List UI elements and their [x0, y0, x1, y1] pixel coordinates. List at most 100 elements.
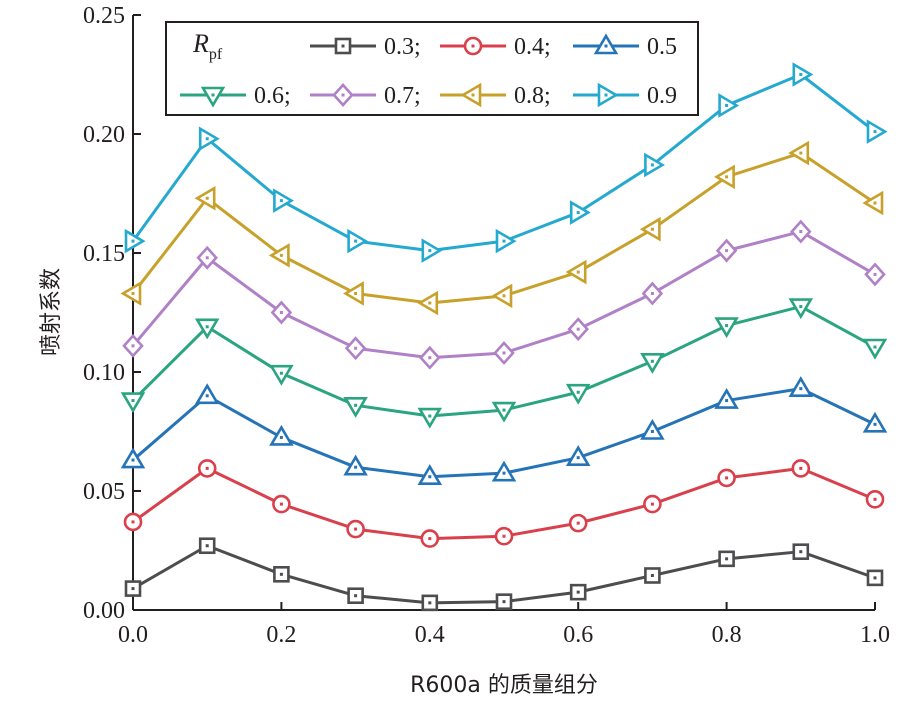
data-point-center-dot [799, 151, 803, 155]
data-point-center-dot [354, 465, 358, 469]
data-point-center-dot [205, 394, 209, 398]
data-point-center-dot [650, 359, 654, 363]
data-point-center-dot [576, 456, 580, 460]
data-point-center-dot [205, 196, 209, 200]
x-tick-label: 0.8 [712, 622, 742, 648]
data-point-center-dot [873, 576, 877, 580]
y-tick-label: 0.10 [83, 360, 125, 386]
legend-marker-center-dot [471, 44, 475, 48]
x-tick-label: 0.4 [415, 622, 445, 648]
data-point-center-dot [354, 594, 358, 598]
legend-label: 0.6; [254, 83, 291, 109]
legend-separator: ; [284, 83, 291, 109]
y-tick-label: 0.20 [83, 122, 125, 148]
data-point-center-dot [650, 227, 654, 231]
data-point-center-dot [131, 399, 135, 403]
data-point-center-dot [725, 399, 729, 403]
legend-separator: ; [544, 83, 551, 109]
legend-item-0.3: 0.3; [310, 34, 421, 60]
data-point-center-dot [354, 403, 358, 407]
series-0.3 [124, 537, 884, 612]
legend-separator: ; [414, 83, 421, 109]
data-point-center-dot [279, 435, 283, 439]
x-tick-label: 0.2 [266, 622, 296, 648]
data-point-center-dot [576, 590, 580, 594]
data-point-center-dot [576, 270, 580, 274]
data-point-center-dot [428, 356, 432, 360]
series-layer [120, 62, 888, 612]
data-point-center-dot [205, 544, 209, 548]
legend-item-0.8: 0.8; [440, 82, 551, 109]
legend-title-main: R [192, 29, 209, 58]
x-tick-label: 0.6 [563, 622, 593, 648]
data-point-center-dot [428, 249, 432, 253]
legend-item-0.5: 0.5 [573, 33, 677, 60]
data-point-center-dot [428, 601, 432, 605]
x-axis-title: R600a 的质量组分 [410, 673, 598, 698]
legend-label: 0.9 [647, 83, 677, 109]
data-point-center-dot [502, 600, 506, 604]
data-point-center-dot [650, 291, 654, 295]
x-tick-label: 0.0 [118, 622, 148, 648]
data-point-center-dot [725, 557, 729, 561]
data-point-center-dot [205, 325, 209, 329]
data-point-center-dot [576, 327, 580, 331]
y-tick-label: 0.15 [83, 241, 125, 267]
data-point-center-dot [873, 130, 877, 134]
data-point-center-dot [650, 502, 654, 506]
series-0.9 [124, 62, 888, 263]
data-point-center-dot [576, 521, 580, 525]
data-point-center-dot [799, 73, 803, 76]
series-0.6 [120, 298, 888, 429]
data-point-center-dot [279, 199, 283, 203]
data-point-center-dot [354, 291, 358, 295]
series-line [131, 151, 876, 305]
legend-separator: ; [544, 34, 551, 60]
legend-marker-center-dot [604, 44, 608, 48]
legend-series-name: 0.8 [514, 83, 544, 109]
legend-series-name: 0.7 [384, 83, 414, 109]
series-0.7 [122, 219, 886, 370]
data-point-center-dot [279, 311, 283, 314]
data-point-center-dot [502, 408, 506, 412]
data-point-center-dot [354, 346, 358, 350]
legend-title-sub: pf [209, 46, 223, 63]
legend-marker-center-dot [211, 93, 215, 97]
data-point-center-dot [650, 573, 654, 577]
data-point-center-dot [428, 414, 432, 418]
legend-label: 0.3; [384, 34, 421, 60]
data-point-center-dot [502, 239, 506, 243]
data-point-center-dot [428, 537, 432, 541]
legend-marker-center-dot [341, 93, 345, 97]
data-point-center-dot [279, 371, 283, 375]
legend-item-0.6: 0.6; [180, 83, 291, 109]
legend-series-name: 0.5 [647, 34, 677, 60]
data-point-center-dot [650, 163, 654, 167]
data-point-center-dot [428, 475, 432, 479]
data-point-center-dot [873, 201, 877, 205]
legend-label: 0.7; [384, 83, 421, 109]
data-point-center-dot [725, 249, 729, 253]
data-point-center-dot [725, 324, 729, 328]
series-0.8 [120, 140, 884, 316]
data-point-center-dot [354, 239, 358, 243]
data-point-center-dot [873, 497, 877, 501]
data-point-center-dot [576, 211, 580, 215]
data-point-center-dot [799, 230, 803, 234]
y-tick-label: 0.25 [83, 3, 125, 29]
data-point-center-dot [873, 272, 877, 276]
legend-marker-center-dot [341, 44, 345, 48]
legend-title: Rpf [192, 29, 223, 63]
legend-box [165, 21, 699, 116]
data-point-center-dot [131, 520, 135, 524]
data-point-center-dot [354, 527, 358, 531]
data-point-center-dot [873, 422, 877, 426]
x-tick-label: 1.0 [860, 622, 890, 648]
data-point-center-dot [873, 345, 877, 349]
data-point-center-dot [576, 390, 580, 394]
series-0.4 [123, 459, 885, 548]
legend-series-name: 0.3 [384, 34, 414, 60]
data-point-center-dot [799, 305, 803, 309]
legend-item-0.4: 0.4; [440, 34, 551, 60]
